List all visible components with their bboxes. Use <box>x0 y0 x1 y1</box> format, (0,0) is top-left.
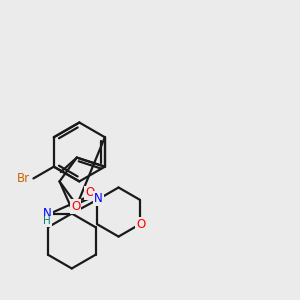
Text: N: N <box>94 192 103 205</box>
Text: N: N <box>43 207 52 220</box>
Text: O: O <box>136 218 146 231</box>
Text: O: O <box>71 200 80 213</box>
Text: Br: Br <box>17 172 30 185</box>
Text: H: H <box>44 216 51 226</box>
Text: O: O <box>85 187 94 200</box>
